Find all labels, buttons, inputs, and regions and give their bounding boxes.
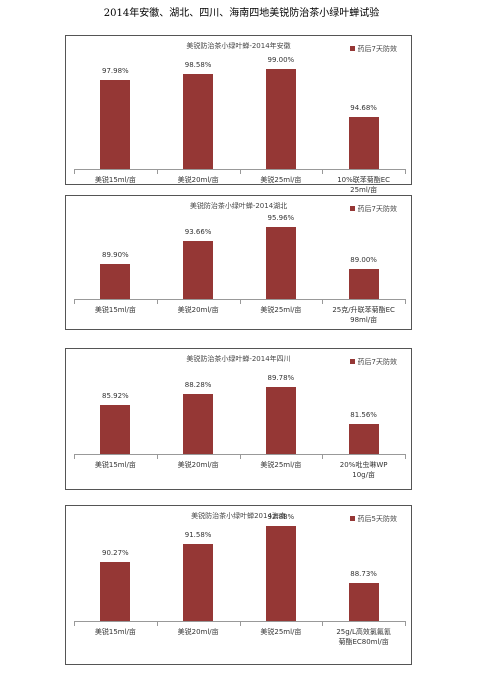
legend: 药后7天防效 — [349, 44, 397, 54]
legend-swatch — [349, 46, 355, 51]
bar — [100, 80, 131, 169]
x-tick-label: 美锐20ml/亩 — [177, 628, 219, 636]
legend: 药后5天防效 — [349, 514, 397, 524]
bar — [265, 227, 296, 299]
legend-swatch — [349, 516, 355, 521]
bar — [183, 544, 214, 621]
value-label: 99.00% — [267, 56, 295, 65]
x-tick — [74, 169, 75, 174]
x-tick-label: 美锐20ml/亩 — [177, 306, 219, 314]
bar — [348, 117, 379, 169]
legend-label: 药后7天防效 — [357, 205, 397, 213]
x-tick — [239, 454, 241, 459]
x-tick — [322, 299, 324, 304]
chart: 美锐防治茶小绿叶蝉-2014年四川 药后7天防效 85.92% 88.28% 89.78… — [65, 348, 412, 490]
chart-title: 美锐防治茶小绿叶蝉-2014年安徽 — [186, 42, 291, 50]
x-tick-label: 美锐15ml/亩 — [94, 306, 136, 314]
value-label: 89.00% — [350, 256, 377, 264]
chart-title: 美锐防治茶小绿叶蝉2014海南 — [191, 512, 286, 520]
x-tick-label: 美锐25ml/亩 — [260, 628, 302, 636]
chart: 美锐防治茶小绿叶蝉-2014年安徽 药后7天防效 97.98% 98.58% 99.00… — [65, 35, 412, 194]
x-tick-label: 美锐25ml/亩 — [260, 306, 302, 314]
value-label: 98.58% — [184, 60, 212, 69]
x-tick-label: 20%吡虫啉WP 10g/亩 — [339, 461, 388, 479]
legend: 药后7天防效 — [349, 357, 397, 367]
x-tick — [74, 621, 75, 626]
x-tick-label: 美锐15ml/亩 — [94, 461, 136, 469]
value-label: 91.58% — [184, 531, 212, 540]
x-tick-label: 美锐20ml/亩 — [177, 461, 219, 469]
chart: 美锐防治茶小绿叶蝉-2014湖北 药后7天防效 89.90% 93.66% 95.96%… — [65, 195, 412, 330]
x-tick — [322, 621, 324, 626]
value-label: 97.98% — [102, 67, 129, 76]
value-label: 92.88% — [267, 513, 295, 522]
page-title: 2014年安徽、湖北、四川、海南四地美锐防治茶小绿叶蝉试验 — [103, 8, 380, 19]
x-tick-label: 美锐15ml/亩 — [94, 628, 136, 636]
chart: 美锐防治茶小绿叶蝉2014海南 药后5天防效 90.27% 91.58% 92.88% 8… — [65, 505, 412, 665]
x-tick-label: 美锐25ml/亩 — [260, 176, 302, 184]
x-tick — [405, 621, 406, 626]
value-label: 89.90% — [102, 250, 129, 259]
value-label: 88.28% — [184, 381, 212, 390]
x-tick-label: 10%联苯菊酯EC 25ml/亩 — [337, 176, 391, 194]
bar — [348, 583, 379, 621]
x-tick — [156, 299, 158, 304]
x-tick — [74, 299, 75, 304]
x-tick — [405, 454, 406, 459]
x-tick — [74, 454, 75, 459]
x-tick — [156, 621, 158, 626]
legend-label: 药后7天防效 — [357, 358, 397, 366]
value-label: 88.73% — [350, 570, 377, 579]
legend-label: 药后5天防效 — [357, 515, 397, 523]
bar — [183, 394, 214, 454]
bar — [265, 526, 296, 621]
bar — [100, 562, 131, 621]
legend-label: 药后7天防效 — [357, 45, 397, 53]
x-tick — [405, 299, 406, 304]
value-label: 85.92% — [102, 391, 129, 400]
x-tick-label: 美锐15ml/亩 — [94, 176, 136, 184]
x-tick — [322, 169, 324, 174]
bar — [100, 404, 131, 454]
x-tick — [322, 454, 324, 459]
x-tick-label: 25g/L高效氯氟氰 菊酯EC80ml/亩 — [336, 628, 391, 646]
x-tick — [156, 454, 158, 459]
x-tick — [239, 621, 241, 626]
x-tick-label: 25克/升联苯菊酯EC 98ml/亩 — [332, 306, 395, 324]
x-tick — [239, 169, 241, 174]
bar — [348, 269, 379, 299]
bar — [183, 241, 214, 299]
legend: 药后7天防效 — [349, 204, 397, 214]
legend-swatch — [349, 206, 355, 211]
bar — [183, 73, 214, 169]
legend-swatch — [349, 359, 355, 364]
chart-title: 美锐防治茶小绿叶蝉-2014湖北 — [189, 202, 288, 210]
bar — [265, 69, 296, 169]
bar — [265, 387, 296, 454]
x-tick — [156, 169, 158, 174]
bar — [348, 424, 379, 454]
x-tick — [405, 169, 406, 174]
value-label: 94.68% — [350, 104, 377, 113]
x-tick — [239, 299, 241, 304]
value-label: 93.66% — [184, 228, 212, 237]
value-label: 89.78% — [267, 374, 295, 383]
bar — [100, 263, 131, 299]
value-label: 90.27% — [102, 549, 129, 558]
chart-title: 美锐防治茶小绿叶蝉-2014年四川 — [186, 355, 291, 363]
value-label: 81.56% — [350, 411, 377, 420]
x-tick-label: 美锐25ml/亩 — [260, 461, 302, 469]
value-label: 95.96% — [267, 214, 295, 223]
x-tick-label: 美锐20ml/亩 — [177, 176, 219, 184]
